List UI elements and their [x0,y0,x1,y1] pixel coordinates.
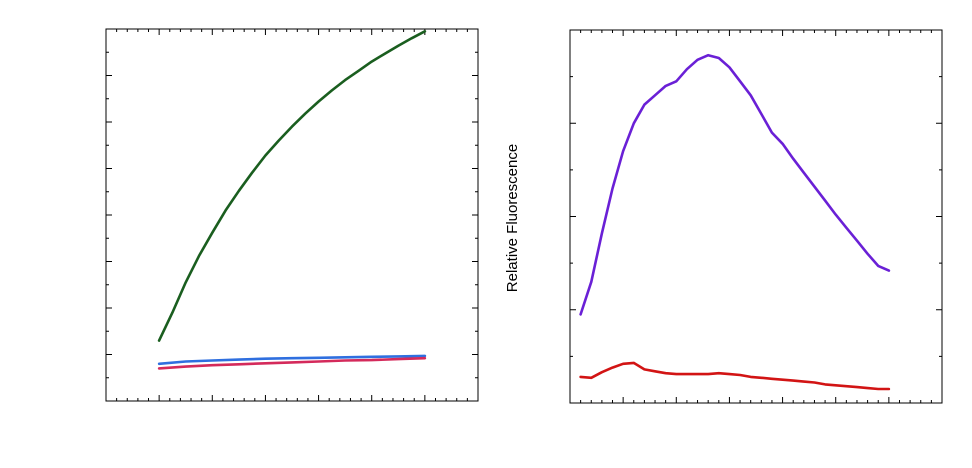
series-line-1 [579,53,891,316]
y-axis-label: Relative Fluorescence [504,144,521,292]
series-line-2 [579,361,891,391]
right-panel [569,29,943,404]
plot-frame [569,29,943,404]
left-panel [105,28,479,402]
plot-frame [105,28,479,402]
series-line-2 [157,354,427,366]
series-line-1 [157,29,427,342]
series-line-3 [157,356,427,370]
